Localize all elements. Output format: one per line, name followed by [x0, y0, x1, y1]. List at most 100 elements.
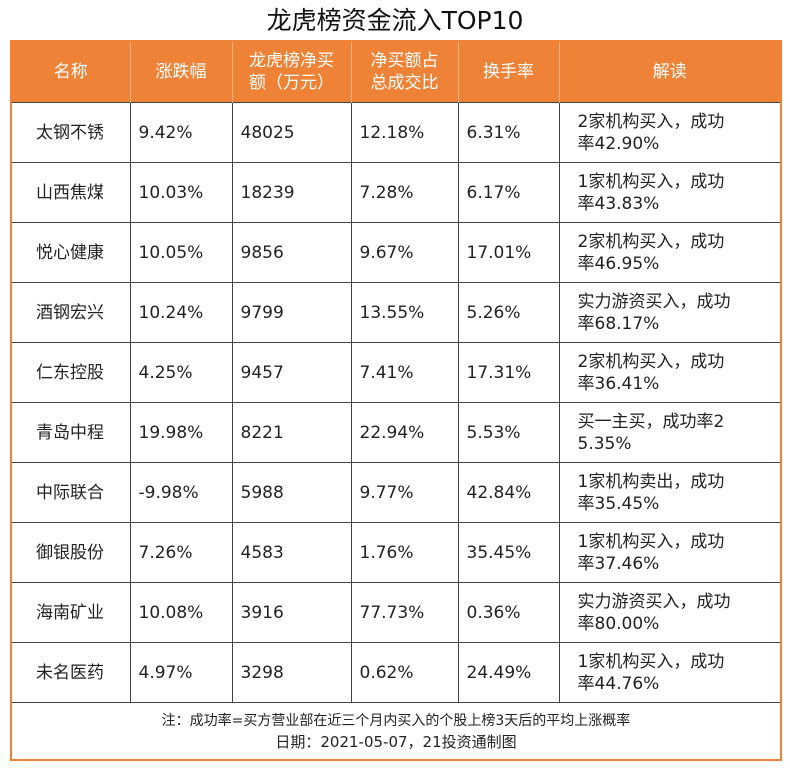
header-change: 涨跌幅 [129, 42, 232, 103]
cell-net-buy: 9799 [231, 282, 352, 343]
comment-line1: 2家机构买入，成功 [577, 351, 725, 372]
cell-comment: 2家机构买入，成功 率36.41% [558, 342, 780, 403]
cell-net-buy: 48025 [231, 102, 352, 163]
cell-comment: 实力游资买入，成功 率68.17% [558, 282, 780, 343]
table-row: 太钢不锈 9.42% 48025 12.18% 6.31% 2家机构买入，成功率… [12, 102, 780, 163]
header-turnover: 换手率 [457, 42, 559, 103]
cell-ratio: 1.76% [350, 522, 459, 583]
cell-comment: 1家机构买入，成功 率43.83% [558, 162, 780, 223]
header-ratio-line1: 净买额占 [370, 51, 439, 71]
comment-line2: 率46.95% [577, 253, 660, 274]
cell-name: 青岛中程 [12, 402, 131, 463]
comment-line1: 实力游资买入，成功 [577, 591, 731, 612]
header-name: 名称 [12, 42, 130, 103]
header-ratio-line2: 总成交比 [370, 73, 439, 93]
cell-comment: 1家机构卖出，成功 率35.45% [558, 462, 780, 523]
header-net-buy-line1: 龙虎榜净买 [249, 51, 334, 71]
cell-net-buy: 8221 [231, 402, 352, 463]
table-row: 御银股份 7.26% 4583 1.76% 35.45% 1家机构买入，成功 率3… [12, 522, 780, 583]
cell-turnover: 35.45% [457, 522, 560, 583]
cell-net-buy: 9457 [231, 342, 352, 403]
header-net-buy-line2: 额（万元） [249, 73, 334, 93]
cell-net-buy: 3298 [231, 642, 352, 703]
cell-turnover: 6.31% [457, 102, 560, 163]
cell-turnover: 0.36% [457, 582, 560, 643]
cell-net-buy: 18239 [231, 162, 352, 223]
cell-ratio: 22.94% [350, 402, 459, 463]
cell-comment: 2家机构买入，成功 率46.95% [558, 222, 780, 283]
cell-ratio: 9.77% [350, 462, 459, 523]
table-row: 海南矿业 10.08% 3916 77.73% 0.36% 实力游资买入，成功率… [12, 582, 780, 643]
cell-comment: 买一主买，成功率2 5.35% [558, 402, 780, 463]
cell-change: 4.25% [129, 342, 233, 403]
comment-line2: 率80.00% [577, 613, 660, 634]
comment-line1: 1家机构买入，成功 [577, 531, 725, 552]
cell-change: 10.08% [129, 582, 233, 643]
cell-change: -9.98% [129, 462, 233, 523]
table-row: 仁东控股 4.25% 9457 7.41% 17.31% 2家机构买入，成功 率3… [12, 342, 780, 403]
cell-net-buy: 5988 [231, 462, 352, 523]
cell-comment: 实力游资买入，成功 率80.00% [558, 582, 780, 643]
cell-turnover: 24.49% [457, 642, 560, 703]
cell-name: 御银股份 [12, 522, 131, 583]
cell-change: 10.03% [129, 162, 233, 223]
table-row: 中际联合 -9.98% 5988 9.77% 42.84% 1家机构卖出，成功率… [12, 462, 780, 523]
comment-line1: 1家机构买入，成功 [577, 171, 725, 192]
cell-change: 10.05% [129, 222, 233, 283]
comment-line1: 2家机构买入，成功 [577, 231, 725, 252]
cell-turnover: 6.17% [457, 162, 560, 223]
page-title: 龙虎榜资金流入TOP10 [266, 6, 524, 35]
cell-name: 酒钢宏兴 [12, 282, 131, 343]
comment-line2: 率43.83% [577, 193, 660, 214]
table-row: 酒钢宏兴 10.24% 9799 13.55% 5.26% 实力游资买入，成功率… [12, 282, 780, 343]
cell-change: 4.97% [129, 642, 233, 703]
date-credit: 日期：2021-05-07，21投资通制图 [275, 733, 517, 751]
comment-line2: 5.35% [577, 433, 632, 454]
cell-comment: 2家机构买入，成功 率42.90% [558, 102, 780, 163]
cell-name: 海南矿业 [12, 582, 131, 643]
cell-change: 19.98% [129, 402, 233, 463]
header-ratio: 净买额占 总成交比 [350, 42, 458, 103]
cell-ratio: 77.73% [350, 582, 459, 643]
cell-comment: 1家机构买入，成功 率44.76% [558, 642, 780, 703]
table-header-row: 名称 涨跌幅 龙虎榜净买 额（万元） 净买额占 总成交比 换手率 解读 [12, 42, 780, 103]
cell-ratio: 0.62% [350, 642, 459, 703]
cell-turnover: 5.26% [457, 282, 560, 343]
comment-line2: 率35.45% [577, 493, 660, 514]
cell-ratio: 7.41% [350, 342, 459, 403]
comment-line2: 率36.41% [577, 373, 660, 394]
cell-name: 未名医药 [12, 642, 131, 703]
cell-change: 9.42% [129, 102, 233, 163]
table-row: 未名医药 4.97% 3298 0.62% 24.49% 1家机构买入，成功 率4… [12, 642, 780, 703]
cell-net-buy: 9856 [231, 222, 352, 283]
table-row: 悦心健康 10.05% 9856 9.67% 17.01% 2家机构买入，成功率… [12, 222, 780, 283]
comment-line2: 率42.90% [577, 133, 660, 154]
table-footer: 注：成功率=买方营业部在近三个月内买入的个股上榜3天后的平均上涨概率 日期：20… [12, 703, 780, 753]
cell-name: 山西焦煤 [12, 162, 131, 223]
data-table: 名称 涨跌幅 龙虎榜净买 额（万元） 净买额占 总成交比 换手率 解读 太钢不锈 9… [12, 42, 780, 703]
cell-change: 10.24% [129, 282, 233, 343]
cell-name: 中际联合 [12, 462, 131, 523]
cell-ratio: 13.55% [350, 282, 459, 343]
comment-line2: 率44.76% [577, 673, 660, 694]
cell-ratio: 12.18% [350, 102, 459, 163]
comment-line1: 1家机构卖出，成功 [577, 471, 725, 492]
cell-net-buy: 4583 [231, 522, 352, 583]
header-comment: 解读 [558, 42, 780, 103]
cell-change: 7.26% [129, 522, 233, 583]
comment-line2: 率37.46% [577, 553, 660, 574]
cell-ratio: 7.28% [350, 162, 459, 223]
cell-name: 仁东控股 [12, 342, 131, 403]
comment-line1: 1家机构买入，成功 [577, 651, 725, 672]
comment-line2: 率68.17% [577, 313, 660, 334]
header-net-buy: 龙虎榜净买 额（万元） [231, 42, 351, 103]
cell-ratio: 9.67% [350, 222, 459, 283]
comment-line1: 实力游资买入，成功 [577, 291, 731, 312]
cell-comment: 1家机构买入，成功 率37.46% [558, 522, 780, 583]
cell-turnover: 5.53% [457, 402, 560, 463]
cell-name: 太钢不锈 [12, 102, 131, 163]
cell-net-buy: 3916 [231, 582, 352, 643]
table-row: 青岛中程 19.98% 8221 22.94% 5.53% 买一主买，成功率2 5… [12, 402, 780, 463]
cell-name: 悦心健康 [12, 222, 131, 283]
footnote: 注：成功率=买方营业部在近三个月内买入的个股上榜3天后的平均上涨概率 [161, 713, 631, 729]
